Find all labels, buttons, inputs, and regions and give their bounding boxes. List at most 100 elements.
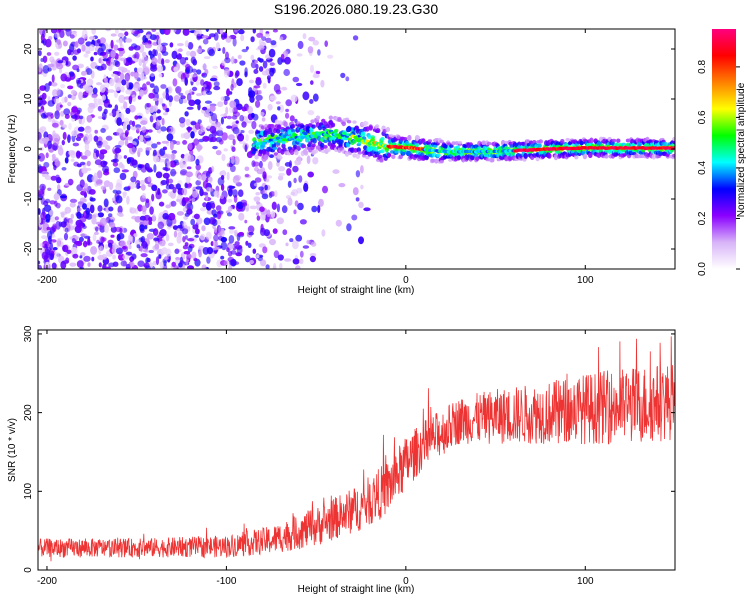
heatmap-noise-cell <box>56 239 61 248</box>
heatmap-noise-cell <box>208 48 216 57</box>
heatmap-noise-cell <box>170 200 177 207</box>
heatmap-noise-cell <box>96 38 101 44</box>
heatmap-noise-cell <box>168 95 174 103</box>
heatmap-noise-cell <box>142 83 147 91</box>
heatmap-noise-cell <box>228 188 233 197</box>
heatmap-noise-cell <box>278 166 286 172</box>
heatmap-noise-cell <box>146 81 151 86</box>
heatmap-noise-cell <box>142 35 147 43</box>
heatmap-noise-cell <box>110 50 116 58</box>
heatmap-noise-cell <box>137 163 143 171</box>
colorbar-tick-label: 0.2 <box>697 211 708 225</box>
heatmap-noise-cell <box>267 103 273 111</box>
heatmap-noise-cell <box>110 57 115 63</box>
heatmap-noise-cell <box>229 100 237 108</box>
heatmap-noise-cell <box>62 60 66 66</box>
heatmap-noise-cell <box>256 254 260 259</box>
heatmap-signal-cell <box>311 124 316 129</box>
heatmap-noise-cell <box>74 41 79 48</box>
heatmap-noise-cell <box>42 173 49 178</box>
heatmap-noise-cell <box>215 150 222 156</box>
heatmap-noise-cell <box>54 160 61 168</box>
heatmap-noise-cell <box>345 76 350 82</box>
colorbar-tick-label: 0.0 <box>697 262 708 276</box>
heatmap-noise-cell <box>358 201 364 209</box>
heatmap-noise-cell <box>196 69 202 75</box>
heatmap-noise-cell <box>213 32 219 41</box>
heatmap-noise-cell <box>55 174 60 179</box>
heatmap-noise-cell <box>293 177 297 184</box>
heatmap-noise-cell <box>250 36 255 43</box>
heatmap-noise-cell <box>112 161 119 167</box>
heatmap-noise-cell <box>191 251 197 259</box>
colorbar-gradient <box>712 29 736 269</box>
heatmap-noise-cell <box>259 111 265 117</box>
heatmap-noise-cell <box>54 216 60 221</box>
heatmap-noise-cell <box>203 217 211 226</box>
heatmap-signal-cell <box>311 143 316 148</box>
heatmap-noise-cell <box>264 33 271 38</box>
heatmap-noise-cell <box>172 225 178 230</box>
heatmap-noise-cell <box>254 60 258 64</box>
heatmap-noise-cell <box>218 139 224 145</box>
heatmap-noise-cell <box>231 146 236 152</box>
heatmap-signal-cell <box>391 154 396 160</box>
heatmap-noise-cell <box>85 213 93 220</box>
heatmap-noise-cell <box>200 79 205 86</box>
heatmap-noise-cell <box>48 209 54 216</box>
heatmap-noise-cell <box>262 60 268 69</box>
heatmap-noise-cell <box>259 227 266 236</box>
heatmap-noise-cell <box>67 134 71 144</box>
heatmap-noise-cell <box>338 183 346 188</box>
heatmap-signal-cell <box>434 158 439 164</box>
heatmap-signal-cell <box>379 157 384 162</box>
heatmap-noise-cell <box>129 207 137 214</box>
heatmap-noise-cell <box>185 171 193 178</box>
heatmap-noise-cell <box>253 85 261 89</box>
heatmap-noise-cell <box>295 265 301 269</box>
heatmap-noise-cell <box>84 133 89 142</box>
heatmap-signal-cell <box>414 143 420 147</box>
heatmap-noise-cell <box>185 118 191 126</box>
heatmap-noise-cell <box>184 242 189 247</box>
heatmap-signal-cell <box>350 147 355 154</box>
heatmap-noise-cell <box>255 63 259 70</box>
heatmap-noise-cell <box>269 238 276 246</box>
heatmap-noise-cell <box>173 230 178 238</box>
heatmap-noise-cell <box>88 44 95 52</box>
heatmap-noise-cell <box>140 253 148 258</box>
heatmap-noise-cell <box>156 44 163 52</box>
heatmap-noise-cell <box>148 249 154 254</box>
heatmap-noise-cell <box>298 175 303 183</box>
heatmap-noise-cell <box>59 104 63 108</box>
heatmap-noise-cell <box>302 91 310 101</box>
heatmap-noise-cell <box>255 76 262 81</box>
heatmap-noise-cell <box>273 263 277 269</box>
heatmap-noise-cell <box>297 155 302 164</box>
spectrogram-y-ticks: -20 -10 0 10 20 <box>23 43 675 256</box>
heatmap-noise-cell <box>285 112 290 119</box>
heatmap-noise-cell <box>209 77 218 82</box>
heatmap-noise-cell <box>97 212 105 218</box>
heatmap-signal-cell <box>449 144 454 148</box>
heatmap-noise-cell <box>137 260 145 268</box>
heatmap-noise-cell <box>123 155 128 159</box>
heatmap-noise-cell <box>208 176 213 182</box>
heatmap-noise-cell <box>315 70 321 75</box>
heatmap-noise-cell <box>41 185 45 194</box>
heatmap-noise-cell <box>219 195 225 200</box>
heatmap-noise-cell <box>117 233 125 240</box>
heatmap-noise-cell <box>253 196 261 202</box>
heatmap-noise-cell <box>77 207 82 212</box>
heatmap-peak-cell <box>337 135 342 140</box>
heatmap-noise-cell <box>255 212 259 216</box>
heatmap-noise-cell <box>244 166 250 172</box>
heatmap-noise-cell <box>360 184 364 190</box>
heatmap-noise-cell <box>236 201 244 210</box>
heatmap-noise-cell <box>145 147 152 151</box>
heatmap-noise-cell <box>131 94 137 102</box>
heatmap-noise-cell <box>78 91 84 101</box>
heatmap-signal-cell <box>254 154 259 160</box>
heatmap-noise-cell <box>123 57 127 64</box>
heatmap-noise-cell <box>105 135 113 141</box>
